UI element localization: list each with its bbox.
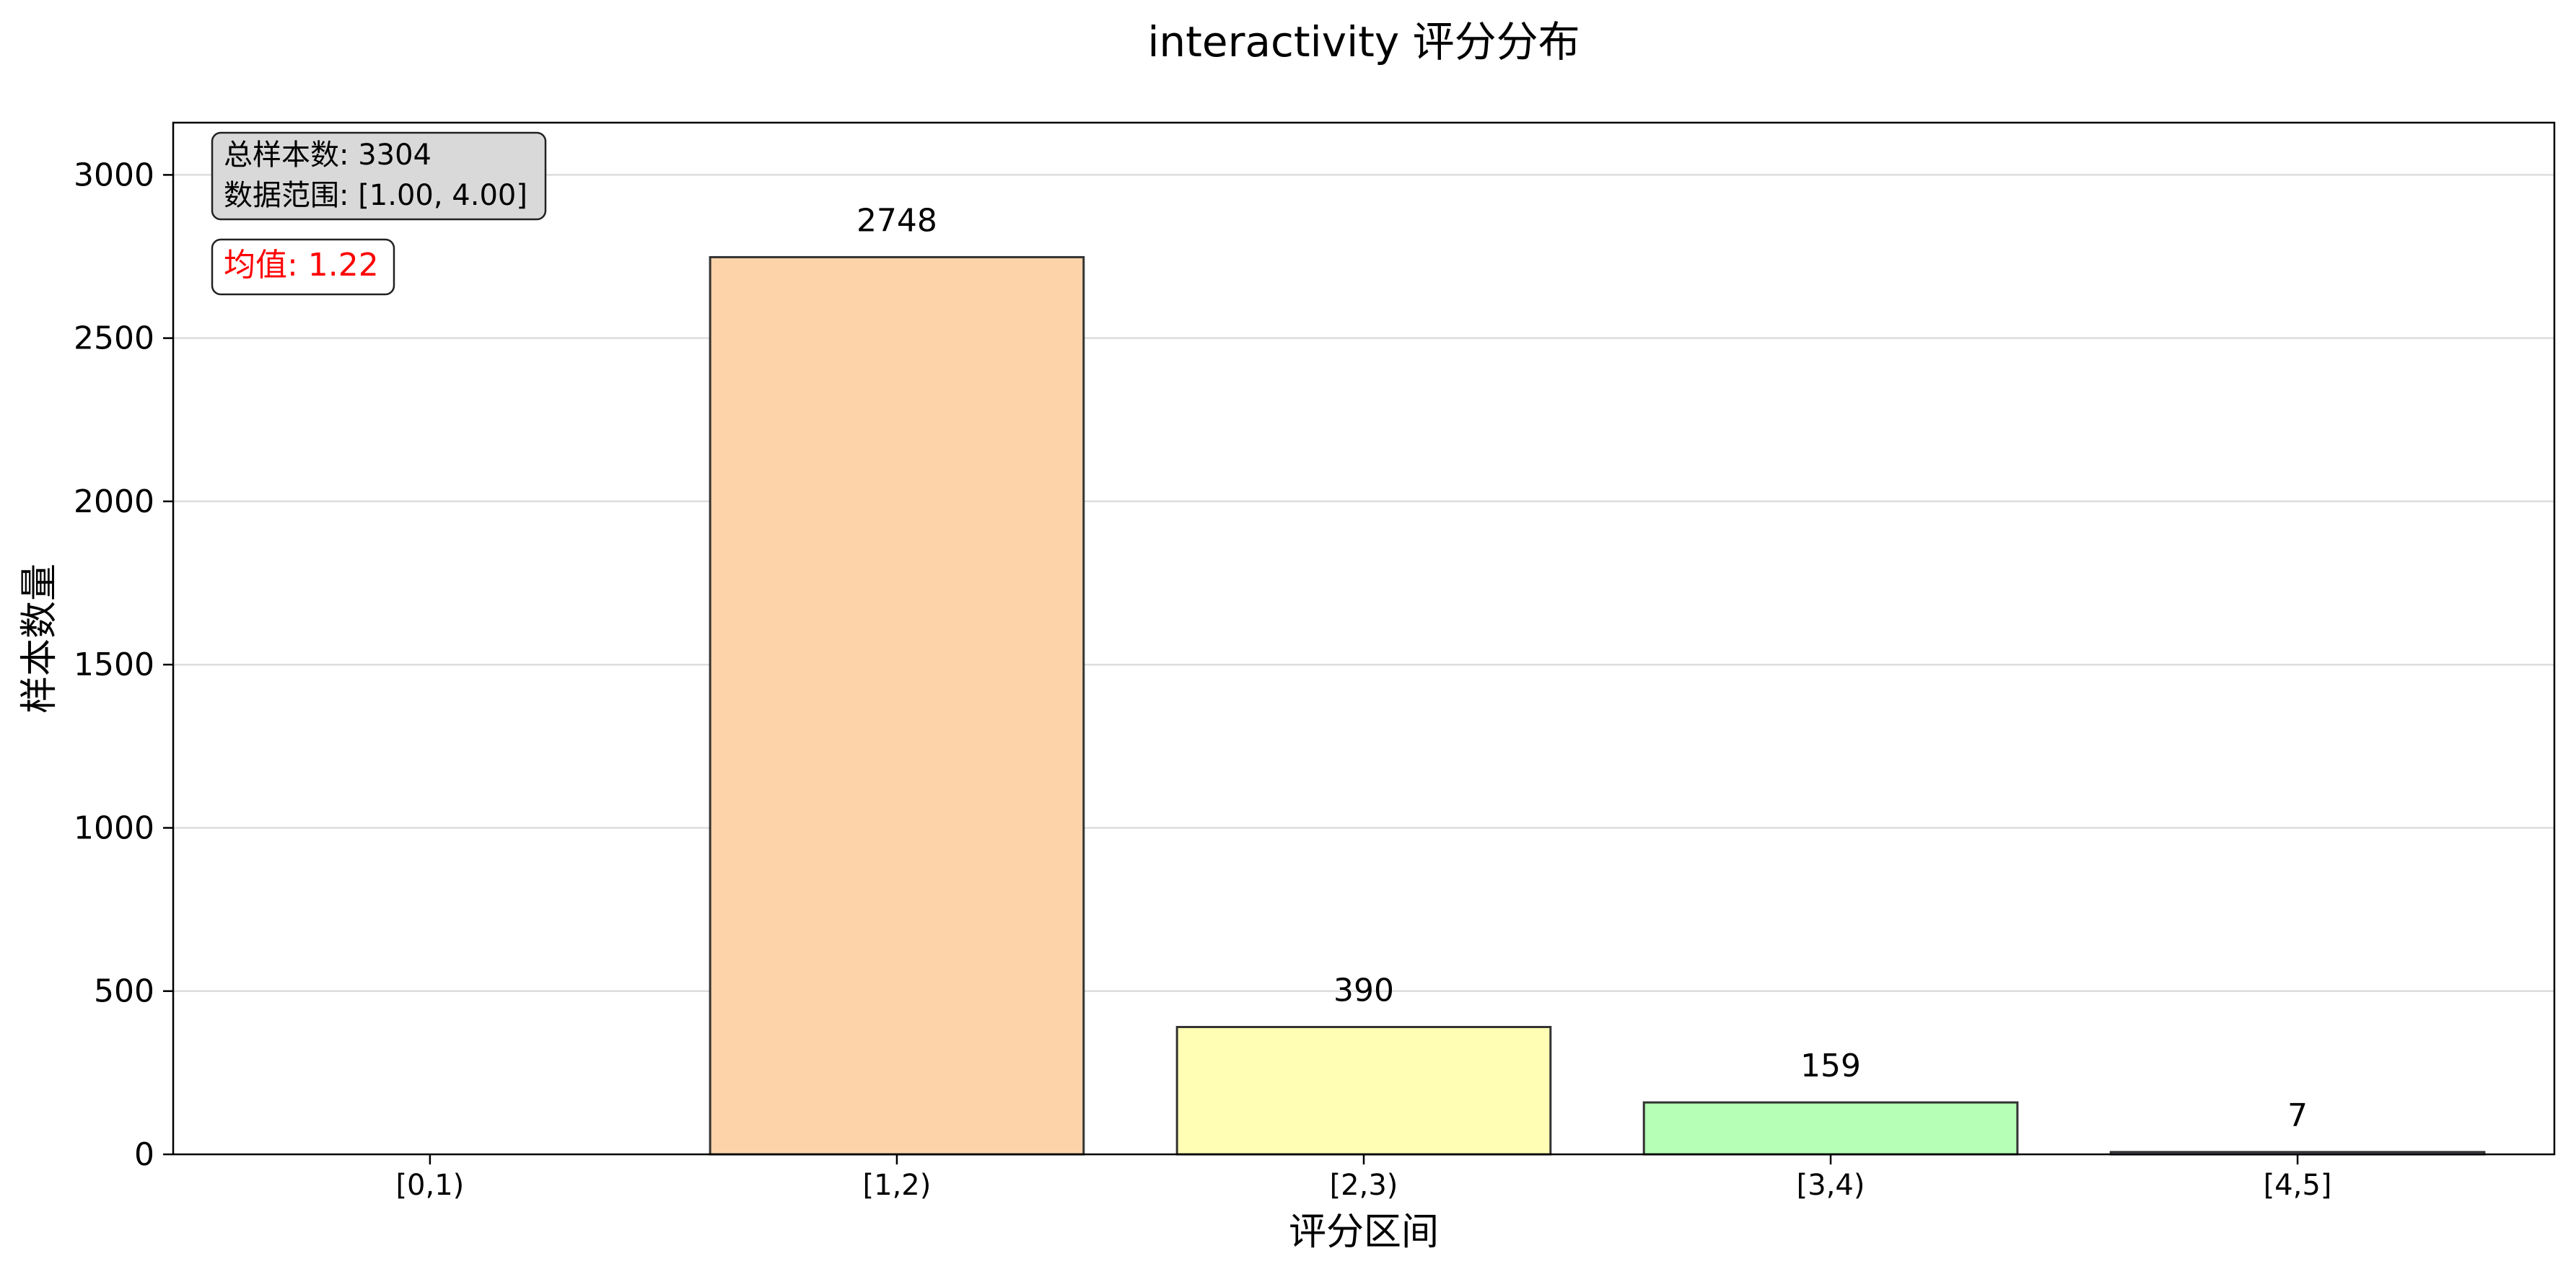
- stats-range: 数据范围: [1.00, 4.00]: [224, 179, 527, 212]
- bar: [1642, 1101, 2019, 1156]
- stats-total: 总样本数: 3304: [224, 139, 431, 172]
- y-tick-label: 2500: [74, 320, 154, 357]
- bar: [709, 255, 1085, 1156]
- mean-box: 均值: 1.22: [211, 238, 395, 296]
- y-tick-label: 3000: [74, 157, 154, 193]
- bar: [1175, 1026, 1552, 1156]
- y-axis-label: 样本数量: [18, 563, 61, 714]
- bar-value-label: 7: [2287, 1097, 2308, 1134]
- grid-lines: [173, 174, 2554, 1156]
- y-tick-label: 0: [134, 1136, 154, 1173]
- x-tick-label: [0,1): [395, 1169, 464, 1202]
- y-axis-ticks: 0 500 1000 1500 2000 2500 3000: [74, 157, 173, 1173]
- chart-title: interactivity 评分分布: [1147, 17, 1580, 66]
- x-axis-label: 评分区间: [1289, 1211, 1439, 1254]
- bars: [709, 255, 2486, 1156]
- y-tick-label: 1000: [74, 809, 154, 846]
- mean-box-background: [211, 238, 395, 296]
- x-tick-label: [2,3): [1330, 1169, 1398, 1202]
- y-tick-label: 1500: [74, 646, 154, 683]
- x-tick-label: [1,2): [863, 1169, 932, 1202]
- y-tick-label: 500: [94, 973, 154, 1010]
- x-axis-ticks: [0,1) [1,2) [2,3) [3,4) [4,5]: [395, 1154, 2332, 1202]
- x-tick-label: [3,4): [1797, 1169, 1865, 1202]
- bar-value-label: 390: [1333, 973, 1394, 1009]
- bar-value-label: 159: [1800, 1048, 1861, 1084]
- value-labels: 2748 390 159 7: [857, 202, 2308, 1133]
- stats-box: 总样本数: 3304 数据范围: [1.00, 4.00]: [211, 131, 547, 221]
- y-tick-label: 2000: [74, 483, 154, 520]
- mean-label: 均值: 1.22: [224, 247, 379, 284]
- x-tick-label: [4,5]: [2264, 1169, 2332, 1202]
- stats-box-background: [211, 131, 547, 221]
- bar-value-label: 2748: [857, 202, 937, 239]
